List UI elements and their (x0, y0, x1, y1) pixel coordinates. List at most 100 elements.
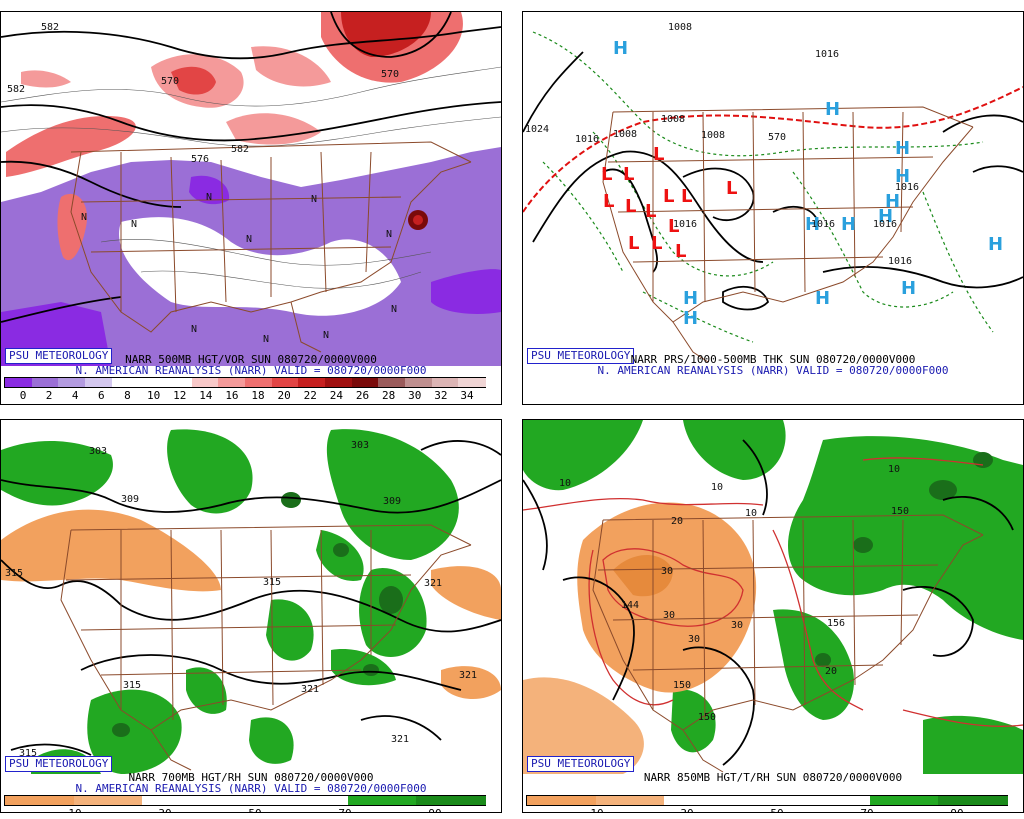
colorbar-tick-label: 34 (460, 389, 474, 402)
psu-credit: PSU METEOROLOGY (527, 756, 635, 772)
colorbar-tick-label: 30 (408, 389, 422, 402)
contour-label: 570 (768, 132, 786, 143)
colorbar-tick-label: 10 (146, 389, 161, 402)
colorbar-swatch (218, 378, 247, 387)
low-center: L (603, 191, 614, 212)
low-center: L (653, 144, 664, 165)
contour-label: 570 (161, 76, 179, 87)
colorbar-tick-label: 20 (277, 389, 291, 402)
colorbar-swatch (111, 378, 140, 387)
colorbar-tick-label: 26 (355, 389, 370, 402)
high-center: H (683, 308, 698, 329)
colorbar-swatch (378, 378, 407, 387)
colorbar-swatch (938, 796, 1009, 805)
colorbar-tick-label: 24 (329, 389, 344, 402)
contour-label: 10 (559, 478, 571, 489)
contour-labels: 10 10 10 10 20 20 30 30 30 30 144 150 15… (559, 464, 909, 723)
low-center: L (675, 241, 686, 262)
contour-label: 315 (123, 680, 141, 691)
panel-valid-time: N. AMERICAN REANALYSIS (NARR) VALID = 08… (75, 364, 427, 377)
colorbar-swatch (801, 796, 872, 805)
panel-500mb-vorticity: N N N N N N N N N N 582 570 582 570 576 582 P… (0, 11, 502, 405)
high-center: H (815, 288, 830, 309)
contour-label: 1016 (811, 219, 835, 230)
low-center: L (601, 164, 612, 185)
contour-label: 315 (263, 577, 281, 588)
contour-label: 30 (661, 566, 673, 577)
colorbar-tick-label: 50 (770, 807, 783, 812)
contour-label: 570 (381, 69, 399, 80)
colorbar-swatch (324, 378, 354, 387)
low-center: L (681, 186, 692, 207)
contour-label: 1016 (888, 256, 912, 267)
panel-700mb-rh: 303 303 309 309 315 315 321 321 315 321 … (0, 419, 502, 813)
panel-title: NARR PRS/1000-500MB THK SUN 080720/0000V… (630, 353, 916, 366)
low-center: L (625, 196, 636, 217)
colorbar-swatch (245, 378, 274, 387)
height-contour-labels: 582 570 582 570 576 582 (7, 22, 399, 165)
contour-label: 1016 (673, 219, 697, 230)
map-pressure-thickness: H H H H H H H H H H H H H L L L L L L L … (523, 12, 1023, 366)
contour-label: 1024 (525, 124, 549, 135)
contour-label: 10 (888, 464, 900, 475)
colorbar-tick-label: 70 (338, 807, 351, 812)
low-center: L (645, 201, 656, 222)
contour-label: 321 (301, 684, 319, 695)
colorbar-tick-label: 14 (199, 389, 213, 402)
contour-label: 582 (231, 144, 249, 155)
contour-label: 1008 (668, 22, 692, 33)
contour-label: 10 (711, 482, 723, 493)
low-center: L (668, 216, 679, 237)
low-center: L (726, 178, 737, 199)
contour-label: 1008 (701, 130, 725, 141)
colorbar-tick-label: 90 (950, 807, 963, 812)
colorbar-ticks: 10 30 50 70 90 (523, 807, 1023, 812)
colorbar-swatch (279, 796, 350, 805)
colorbar (4, 377, 487, 388)
contour-label: 321 (424, 578, 442, 589)
high-center: H (895, 166, 910, 187)
colorbar-tick-label: 90 (428, 807, 441, 812)
colorbar-tick-label: 22 (303, 389, 317, 402)
colorbar-tick-label: 28 (382, 389, 396, 402)
svg-text:N: N (81, 212, 87, 223)
colorbar-swatch (527, 796, 597, 805)
svg-text:N: N (391, 304, 397, 315)
contour-label: 150 (673, 680, 691, 691)
colorbar-swatch (405, 378, 434, 387)
colorbar-tick-label: 2 (45, 389, 53, 402)
colorbar-swatch (58, 378, 87, 387)
low-center: L (628, 233, 639, 254)
low-center: L (651, 233, 662, 254)
colorbar-swatch (210, 796, 281, 805)
vorticity-max-min-markers: N N N N N N N N N N (81, 192, 397, 345)
colorbar-swatch (595, 796, 666, 805)
contour-label: 576 (191, 154, 209, 165)
colorbar-tick-label: 0 (19, 389, 27, 402)
contour-label: 321 (391, 734, 409, 745)
contour-label: 30 (731, 620, 743, 631)
height-contour-labels: 303 303 309 309 315 315 321 321 315 321 … (5, 440, 477, 759)
contour-label: 315 (5, 568, 23, 579)
contour-label: 582 (7, 84, 25, 95)
contour-label: 1016 (575, 134, 599, 145)
colorbar-swatch (73, 796, 144, 805)
colorbar-tick-label: 18 (251, 389, 265, 402)
contour-label: 20 (671, 516, 683, 527)
panel-title: NARR 500MB HGT/VOR SUN 080720/0000V000 (125, 353, 377, 366)
colorbar-tick-label: 30 (158, 807, 171, 812)
contour-label: 321 (459, 670, 477, 681)
colorbar-swatch (416, 796, 487, 805)
high-center: H (901, 278, 916, 299)
contour-label: 309 (121, 494, 139, 505)
colorbar-swatch (664, 796, 735, 805)
high-center: H (841, 214, 856, 235)
psu-credit: PSU METEOROLOGY (5, 756, 113, 772)
contour-label: 1008 (661, 114, 685, 125)
svg-text:N: N (311, 194, 317, 205)
colorbar-swatch (164, 378, 194, 387)
panel-valid-time: N. AMERICAN REANALYSIS (NARR) VALID = 08… (597, 364, 949, 377)
contour-label: 156 (827, 618, 845, 629)
colorbar-tick-label: 4 (71, 389, 79, 402)
high-center: H (613, 38, 628, 59)
